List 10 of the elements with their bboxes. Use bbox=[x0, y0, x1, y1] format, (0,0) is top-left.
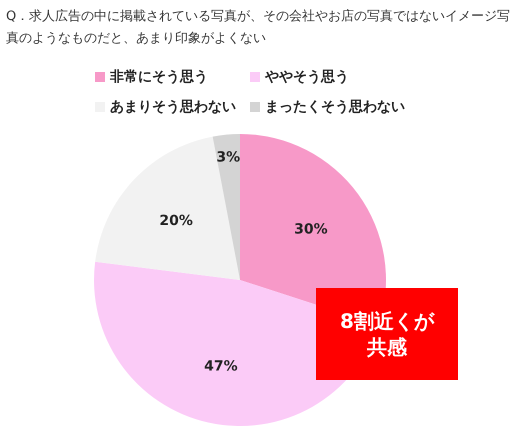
data-label: 30% bbox=[294, 222, 328, 238]
legend-label: あまりそう思わない bbox=[109, 98, 237, 116]
data-label: 20% bbox=[159, 213, 193, 230]
data-label: 47% bbox=[204, 358, 238, 374]
legend-label: まったくそう思わない bbox=[264, 98, 406, 116]
data-label: 3% bbox=[216, 149, 240, 166]
legend-label: 非常にそう思う bbox=[109, 68, 209, 86]
legend-label: ややそう思う bbox=[264, 68, 350, 86]
annotation: 8割近くが共感 bbox=[316, 288, 458, 380]
title: Q．求人広告の中に掲載されている写真が、その会社やお店の写真ではないイメージ写真のようなものだと、あまり印象がよくない bbox=[6, 8, 511, 48]
